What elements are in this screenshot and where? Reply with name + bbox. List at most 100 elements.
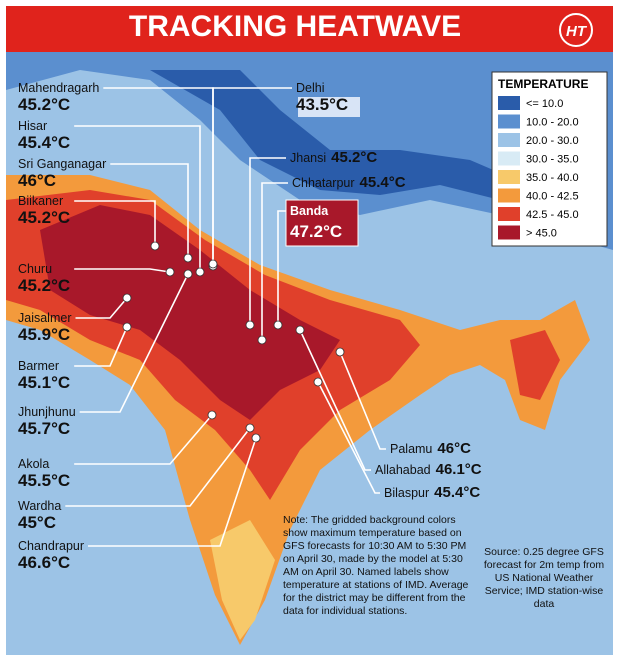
leader-line [261,182,288,340]
legend-label: > 45.0 [526,228,557,240]
legend-swatch [498,114,520,129]
leader-line [212,87,292,264]
station-name: Bilaspur [384,486,429,500]
leader-line [299,329,371,471]
note: Note: The gridded background colors show… [283,514,469,617]
station-temp: 45.2°C [18,208,70,227]
station-temp: 46°C [437,440,471,457]
south-warm [210,520,275,640]
station-dot [183,269,193,279]
leader-line [339,351,386,450]
station-name: Biikaner [18,194,63,208]
legend-label: 10.0 - 20.0 [526,117,579,129]
station-name: Delhi [296,81,325,95]
station-name: Chhatarpur [292,176,355,190]
legend-label: <= 10.0 [526,98,563,110]
station-name: Allahabad [375,463,431,477]
station-dot [335,347,345,357]
legend-label: 30.0 - 35.0 [526,154,579,166]
station-temp: 45.1°C [18,373,70,392]
legend-swatch [498,207,520,221]
station-name: Jaisalmer [18,311,72,325]
legend-swatch [498,151,520,166]
station-name: Palamu [390,442,432,456]
leader-line [79,273,189,413]
legend-title: TEMPERATURE [498,77,588,91]
station-dot [150,241,160,251]
legend-label: 20.0 - 30.0 [526,135,579,147]
station-dot [257,335,267,345]
ne-heat [510,330,560,400]
station-temp: 45.4°C [434,484,480,501]
leader-line [65,427,251,507]
station-temp: 47.2°C [290,222,342,241]
station-temp: 45.4°C [360,174,406,191]
station-temp: 45.2°C [18,276,70,295]
legend-label: 42.5 - 45.0 [526,209,579,221]
station-dot [207,410,217,420]
station-name: Mahendragarh [18,81,99,95]
station-temp: 45.5°C [18,471,70,490]
legend-label: 40.0 - 42.5 [526,191,579,203]
station-dot [273,320,283,330]
severe-heat [40,205,340,420]
station-temp: 45.2°C [331,149,377,166]
station-name: Barmer [18,359,59,373]
source: Source: 0.25 degree GFS forecast for 2m … [483,546,605,610]
legend-swatch [498,96,520,110]
highlight-box [298,97,360,117]
legend: <= 10.0 10.0 - 20.0 20.0 - 30.0 30.0 - 35.0… [498,96,579,240]
leader-line [277,210,286,325]
legend-swatch [498,188,520,203]
leader-line [75,297,128,319]
station-name: Hisar [18,119,47,133]
legend-swatch [498,133,520,147]
leader-line [74,200,156,246]
station-name: Sri Ganganagar [18,157,106,171]
station-name: Banda [290,204,329,218]
station-name: Wardha [18,499,61,513]
station-name: Chandrapur [18,539,84,553]
leader-line [74,268,171,273]
station-temp: 45.2°C [18,95,70,114]
station-dot [122,322,132,332]
station-name: Churu [18,262,52,276]
station-dot [195,267,205,277]
station-dot [183,253,193,263]
legend-label: 35.0 - 40.0 [526,172,579,184]
station-temp: 46.1°C [436,461,482,478]
leader-line [74,125,201,272]
station-temp: 43.5°C [296,95,348,114]
leader-line [110,163,189,258]
leader-line [88,437,257,547]
leader-line [249,157,286,325]
station-dot [208,259,218,269]
station-name: Jhansi [290,151,326,165]
highlight-box [285,199,359,247]
leader-line [74,414,213,465]
station-temp: 46°C [18,171,56,190]
station-dot [122,293,132,303]
station-name: Akola [18,457,49,471]
station-dot [245,320,255,330]
legend-swatch [498,225,520,240]
station-dot [245,423,255,433]
station-name: Jhunjhunu [18,405,76,419]
logo-ring [559,13,593,47]
station-dot [295,325,305,335]
station-temp: 45°C [18,513,56,532]
station-dot [165,267,175,277]
logo: HT [566,23,588,40]
station-dot [313,377,323,387]
station-temp: 46.6°C [18,553,70,572]
station-temp: 45.7°C [18,419,70,438]
station-temp: 45.9°C [18,325,70,344]
leader-line [74,326,128,367]
station-dot [251,433,261,443]
title-banner [6,6,613,52]
legend-swatch [498,170,520,184]
himalaya [150,70,540,200]
